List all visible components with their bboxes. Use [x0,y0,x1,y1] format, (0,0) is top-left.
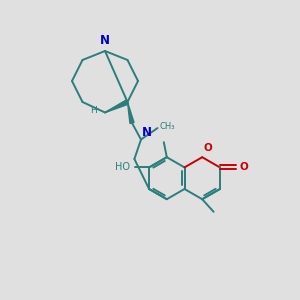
Text: O: O [240,162,248,172]
Text: CH₃: CH₃ [160,122,176,131]
Text: N: N [142,126,152,139]
Text: H: H [90,106,97,115]
Text: N: N [100,34,110,47]
Polygon shape [128,102,134,123]
Text: HO: HO [115,162,130,172]
Polygon shape [105,100,128,112]
Text: O: O [204,143,212,153]
